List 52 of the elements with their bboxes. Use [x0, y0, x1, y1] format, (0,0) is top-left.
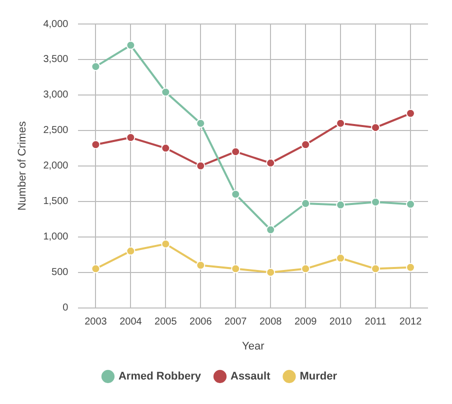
x-tick-label: 2004	[120, 316, 142, 328]
point	[161, 88, 170, 97]
point	[126, 133, 136, 142]
point	[266, 225, 276, 234]
point	[91, 140, 100, 150]
point	[231, 190, 240, 199]
y-tick-label: 1,500	[43, 196, 69, 208]
legend-label: Assault	[230, 370, 271, 383]
point	[301, 199, 310, 208]
point	[336, 254, 346, 263]
y-tick-label: 3,500	[43, 54, 69, 66]
x-tick-label: 2003	[84, 316, 108, 328]
point	[371, 123, 380, 132]
point	[91, 264, 100, 274]
point	[371, 264, 380, 274]
point	[406, 200, 416, 209]
point	[266, 158, 276, 168]
x-tick-label: 2010	[329, 316, 352, 328]
point	[196, 161, 206, 170]
point	[91, 62, 100, 72]
x-tick-label: 2006	[190, 316, 212, 328]
x-tick-label: 2011	[364, 316, 387, 328]
point	[196, 118, 206, 128]
point	[266, 268, 276, 277]
y-tick-label: 500	[52, 267, 69, 278]
x-tick-label: 2005	[154, 316, 178, 328]
x-tick-label: 2009	[294, 316, 318, 328]
point	[126, 246, 136, 256]
legend-label: Armed Robbery	[118, 370, 202, 383]
point	[301, 140, 310, 150]
legend-label: Murder	[300, 370, 338, 383]
point	[196, 260, 206, 270]
point	[336, 118, 346, 128]
x-tick-label: 2008	[259, 316, 282, 328]
y-tick-label: 1,000	[43, 232, 69, 243]
y-tick-label: 4,000	[43, 18, 69, 30]
point	[336, 200, 346, 210]
y-tick-label: 0	[62, 302, 69, 314]
point	[231, 147, 240, 156]
point	[161, 239, 170, 248]
x-tick-label: 2007	[224, 316, 248, 328]
point	[126, 40, 136, 50]
y-axis-title: Number of Crimes	[16, 120, 29, 211]
point	[301, 264, 310, 274]
y-tick-label: 2,000	[43, 160, 69, 172]
x-axis-title: Year	[242, 340, 265, 352]
point	[371, 198, 380, 207]
point	[231, 264, 240, 274]
x-tick-label: 2012	[399, 316, 422, 328]
y-tick-label: 3,000	[43, 90, 69, 101]
y-tick-label: 2,500	[43, 125, 69, 136]
point	[161, 144, 170, 153]
